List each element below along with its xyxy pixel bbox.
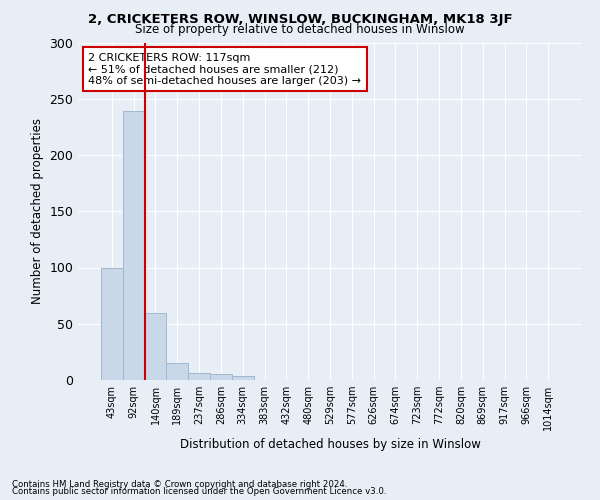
Bar (101, 268, 123, 380)
Bar (188, 373, 210, 380)
X-axis label: Distribution of detached houses by size in Winslow: Distribution of detached houses by size … (179, 438, 481, 452)
Text: 2 CRICKETERS ROW: 117sqm
← 51% of detached houses are smaller (212)
48% of semi-: 2 CRICKETERS ROW: 117sqm ← 51% of detach… (88, 52, 361, 86)
Text: Contains HM Land Registry data © Crown copyright and database right 2024.: Contains HM Land Registry data © Crown c… (12, 480, 347, 489)
Bar (210, 374, 232, 380)
Bar (123, 111, 145, 380)
Text: 2, CRICKETERS ROW, WINSLOW, BUCKINGHAM, MK18 3JF: 2, CRICKETERS ROW, WINSLOW, BUCKINGHAM, … (88, 12, 512, 26)
Y-axis label: Number of detached properties: Number of detached properties (31, 118, 44, 304)
Bar (232, 376, 254, 380)
Bar (166, 363, 188, 380)
Text: Size of property relative to detached houses in Winslow: Size of property relative to detached ho… (135, 22, 465, 36)
Text: Contains public sector information licensed under the Open Government Licence v3: Contains public sector information licen… (12, 488, 386, 496)
Bar (145, 312, 166, 380)
